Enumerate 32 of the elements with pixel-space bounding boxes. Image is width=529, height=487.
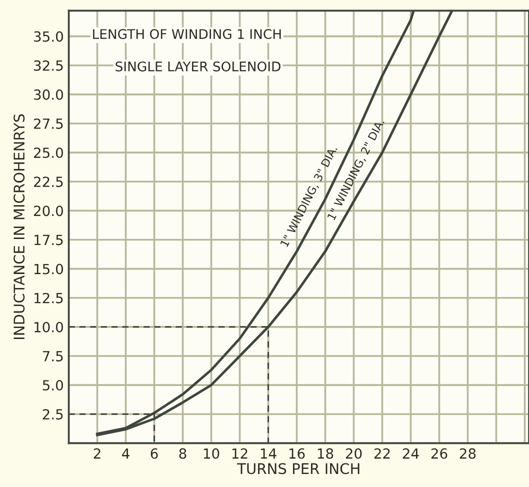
text: LENGTH OF WINDING 1 INCH: [93, 29, 281, 40]
x-tick-label: 8: [179, 448, 186, 459]
x-tick-label: 24: [402, 448, 419, 459]
y-tick-label: 20.0: [34, 206, 63, 216]
y-tick-label: 10.0: [34, 322, 63, 332]
y-tick-label: 2.5: [42, 409, 63, 420]
x-tick-label: 18: [318, 448, 334, 459]
y-tick-label: 15.0: [34, 264, 63, 274]
x-tick-label: 2: [94, 448, 100, 459]
y-tick-label: 32.5: [34, 60, 63, 71]
x-tick-label: 12: [232, 448, 248, 459]
x-tick-label: 6: [150, 448, 158, 459]
x-tick-label: 28: [460, 448, 476, 459]
x-tick-label: 10: [204, 448, 220, 459]
x-tick-label: 22: [374, 448, 390, 459]
y-tick-label: 30.0: [34, 89, 63, 100]
x-tick-label: 26: [431, 448, 448, 459]
x-axis-title: TURNS PER INCH: [237, 463, 360, 474]
y-tick-label: 7.5: [42, 351, 63, 362]
x-tick-label: 20: [346, 448, 362, 459]
y-axis-title: INDUCTANCE IN MICROHENRYS: [14, 114, 25, 339]
y-tick-label: 27.5: [34, 118, 63, 129]
y-tick-label: 35.0: [34, 31, 63, 42]
y-tick-label: 25.0: [34, 148, 63, 158]
y-tick-label: 12.5: [34, 292, 63, 304]
text: SINGLE LAYER SOLENOID: [116, 61, 280, 72]
x-tick-label: 14: [260, 448, 276, 459]
y-tick-label: 22.5: [34, 176, 63, 188]
y-tick-label: 17.5: [34, 234, 63, 246]
y-tick-label: 5.0: [42, 380, 63, 391]
x-tick-label: 16: [289, 448, 305, 459]
x-tick-label: 4: [122, 448, 130, 459]
